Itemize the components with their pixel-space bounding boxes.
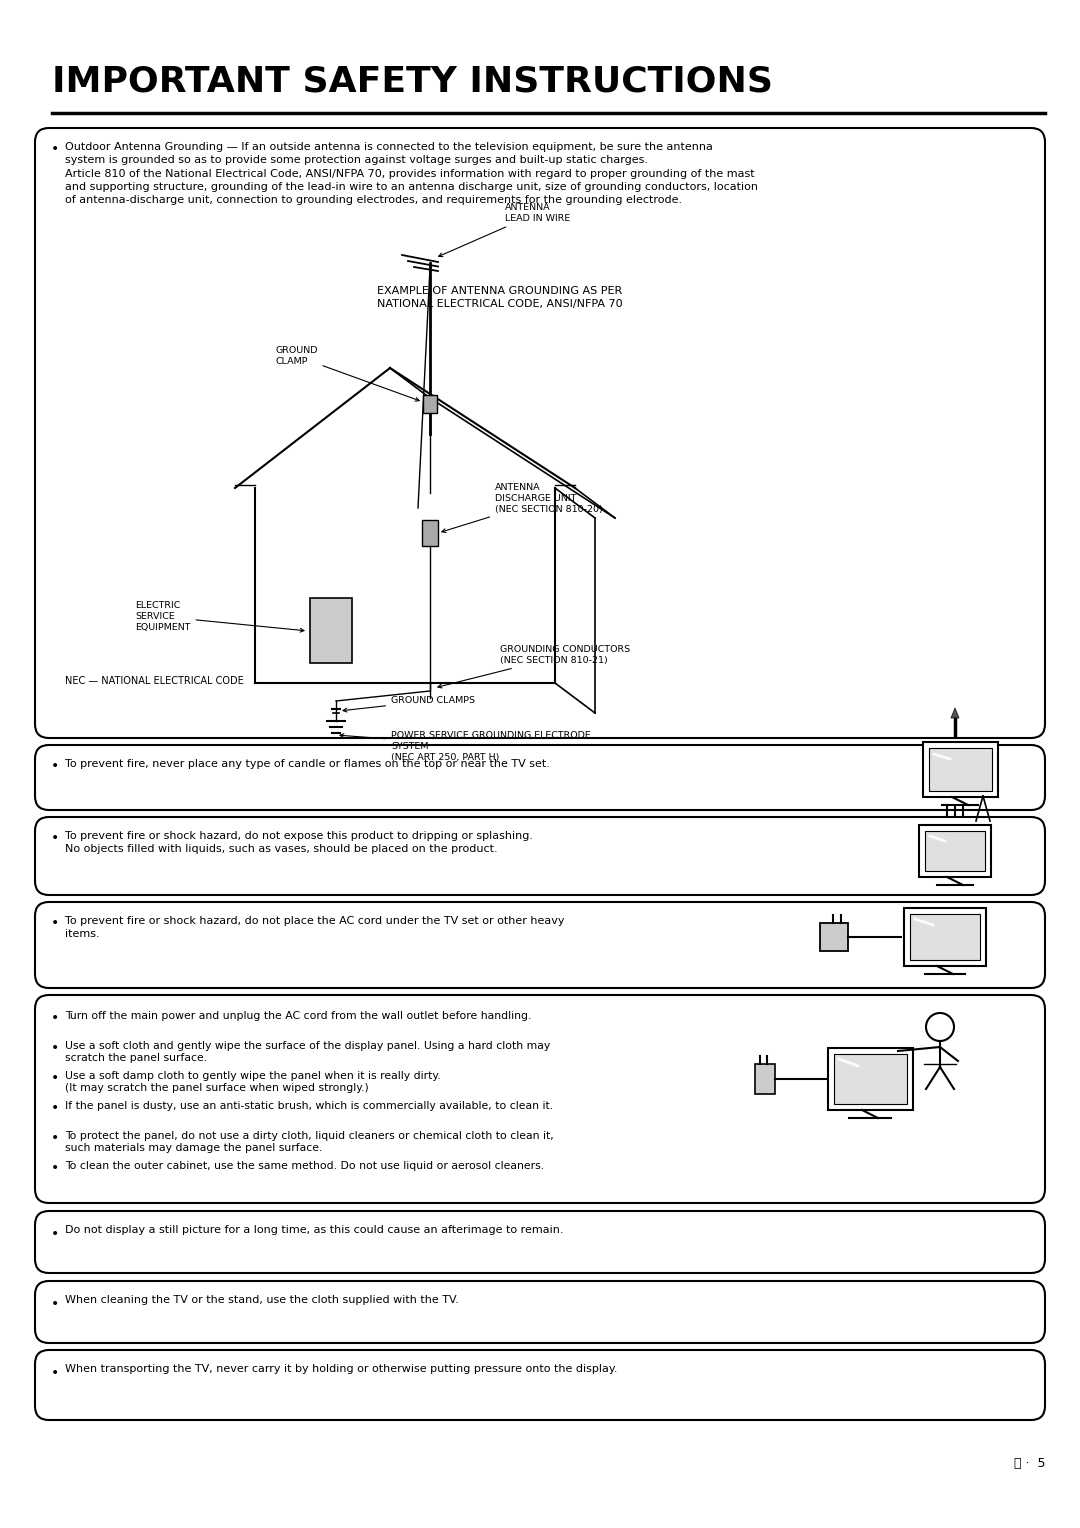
FancyBboxPatch shape: [35, 128, 1045, 738]
FancyBboxPatch shape: [35, 746, 1045, 810]
Text: ANTENNA
DISCHARGE UNIT
(NEC SECTION 810-20): ANTENNA DISCHARGE UNIT (NEC SECTION 810-…: [442, 483, 603, 532]
Bar: [923, 743, 998, 798]
Bar: [924, 831, 985, 871]
Text: To prevent fire or shock hazard, do not place the AC cord under the TV set or ot: To prevent fire or shock hazard, do not …: [65, 915, 565, 940]
Polygon shape: [951, 707, 959, 718]
Bar: [422, 520, 438, 545]
FancyBboxPatch shape: [35, 1280, 1045, 1343]
Text: •: •: [51, 1012, 59, 1025]
Text: To prevent fire, never place any type of candle or flames on the top or near the: To prevent fire, never place any type of…: [65, 759, 550, 769]
Text: ANTENNA
LEAD IN WIRE: ANTENNA LEAD IN WIRE: [438, 203, 570, 257]
Text: GROUND
CLAMP: GROUND CLAMP: [275, 345, 419, 402]
Text: Do not display a still picture for a long time, as this could cause an afterimag: Do not display a still picture for a lon…: [65, 1225, 564, 1235]
FancyBboxPatch shape: [35, 995, 1045, 1203]
Text: •: •: [51, 1131, 59, 1144]
Text: Use a soft damp cloth to gently wipe the panel when it is really dirty.
(It may : Use a soft damp cloth to gently wipe the…: [65, 1071, 441, 1093]
Text: •: •: [51, 1297, 59, 1311]
Bar: [919, 825, 991, 877]
Text: NEC — NATIONAL ELECTRICAL CODE: NEC — NATIONAL ELECTRICAL CODE: [65, 675, 244, 686]
Text: GROUND CLAMPS: GROUND CLAMPS: [343, 695, 475, 712]
Text: Use a soft cloth and gently wipe the surface of the display panel. Using a hard : Use a soft cloth and gently wipe the sur…: [65, 1041, 550, 1063]
Text: •: •: [51, 1366, 59, 1380]
Bar: [310, 597, 352, 663]
Text: EXAMPLE OF ANTENNA GROUNDING AS PER
NATIONAL ELECTRICAL CODE, ANSI/NFPA 70: EXAMPLE OF ANTENNA GROUNDING AS PER NATI…: [377, 286, 623, 309]
Bar: [828, 1048, 913, 1109]
Text: •: •: [51, 759, 59, 773]
Bar: [904, 908, 986, 966]
Text: IMPORTANT SAFETY INSTRUCTIONS: IMPORTANT SAFETY INSTRUCTIONS: [52, 64, 773, 98]
Text: To clean the outer cabinet, use the same method. Do not use liquid or aerosol cl: To clean the outer cabinet, use the same…: [65, 1161, 544, 1170]
Text: •: •: [51, 915, 59, 931]
Bar: [820, 923, 848, 950]
Text: •: •: [51, 1227, 59, 1241]
Text: ⓔ ·  5: ⓔ · 5: [1013, 1458, 1045, 1470]
Text: When cleaning the TV or the stand, use the cloth supplied with the TV.: When cleaning the TV or the stand, use t…: [65, 1296, 459, 1305]
Text: •: •: [51, 831, 59, 845]
Text: POWER SERVICE GROUNDING ELECTRODE
SYSTEM
(NEC ART 250, PART H): POWER SERVICE GROUNDING ELECTRODE SYSTEM…: [340, 730, 591, 762]
Text: ELECTRIC
SERVICE
EQUIPMENT: ELECTRIC SERVICE EQUIPMENT: [135, 601, 303, 633]
Text: •: •: [51, 1041, 59, 1054]
Text: If the panel is dusty, use an anti-static brush, which is commercially available: If the panel is dusty, use an anti-stati…: [65, 1102, 553, 1111]
Bar: [755, 1063, 775, 1094]
Text: To protect the panel, do not use a dirty cloth, liquid cleaners or chemical clot: To protect the panel, do not use a dirty…: [65, 1131, 554, 1154]
FancyBboxPatch shape: [35, 1212, 1045, 1273]
Text: Outdoor Antenna Grounding — If an outside antenna is connected to the television: Outdoor Antenna Grounding — If an outsid…: [65, 142, 758, 205]
Bar: [423, 396, 437, 413]
Text: •: •: [51, 1071, 59, 1085]
Text: •: •: [51, 142, 59, 156]
Bar: [834, 1054, 907, 1105]
Text: Turn off the main power and unplug the AC cord from the wall outlet before handl: Turn off the main power and unplug the A…: [65, 1012, 531, 1021]
Text: •: •: [51, 1161, 59, 1175]
Bar: [910, 914, 980, 960]
Text: When transporting the TV, never carry it by holding or otherwise putting pressur: When transporting the TV, never carry it…: [65, 1365, 618, 1374]
FancyBboxPatch shape: [35, 902, 1045, 989]
FancyBboxPatch shape: [35, 1351, 1045, 1420]
FancyBboxPatch shape: [35, 817, 1045, 895]
Text: •: •: [51, 1102, 59, 1115]
Text: To prevent fire or shock hazard, do not expose this product to dripping or splas: To prevent fire or shock hazard, do not …: [65, 831, 534, 854]
Bar: [929, 749, 993, 792]
Text: GROUNDING CONDUCTORS
(NEC SECTION 810-21): GROUNDING CONDUCTORS (NEC SECTION 810-21…: [437, 645, 630, 688]
